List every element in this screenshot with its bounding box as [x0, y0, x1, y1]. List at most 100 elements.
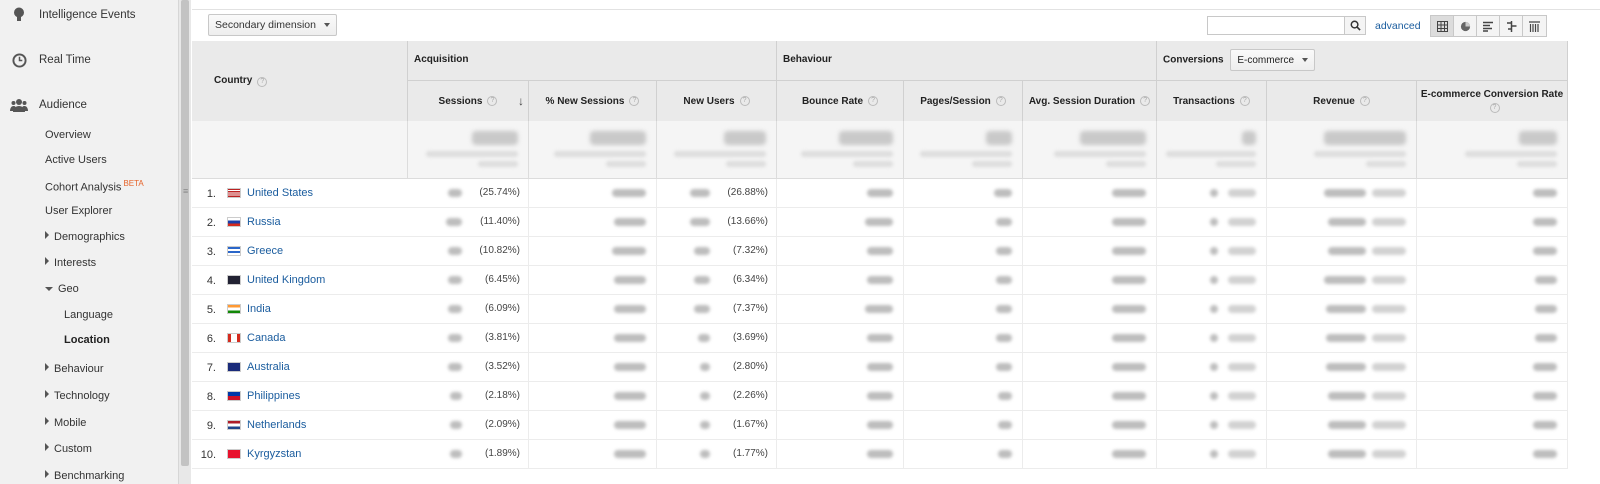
blurred-value [867, 363, 893, 371]
metric-cell [1267, 179, 1417, 208]
secondary-dimension-dropdown[interactable]: Secondary dimension [208, 14, 337, 36]
metric-cell [529, 179, 657, 208]
country-column-header[interactable]: Country? [192, 41, 408, 121]
country-link[interactable]: Greece [247, 245, 284, 257]
collapse-sidebar-handle[interactable]: ≡ [183, 186, 189, 196]
comparison-icon [1506, 20, 1516, 32]
view-pivot-button[interactable] [1523, 16, 1546, 36]
metric-cell [1267, 382, 1417, 411]
nav-real-time-label: Real Time [39, 54, 91, 66]
blurred-total-note [1517, 161, 1557, 167]
blurred-total-value [1242, 131, 1256, 145]
help-icon[interactable]: ? [1239, 96, 1250, 106]
country-link[interactable]: United States [247, 187, 314, 199]
view-comparison-button[interactable] [1500, 16, 1523, 36]
nav-technology[interactable]: Technology [45, 390, 110, 402]
country-link[interactable]: Netherlands [247, 419, 307, 431]
help-icon[interactable]: ? [739, 96, 750, 106]
blurred-value [1535, 334, 1557, 342]
blurred-value [614, 305, 646, 313]
row-rank: 2. [206, 217, 216, 229]
share-percent: (6.45%) [484, 274, 520, 285]
help-icon[interactable]: ? [487, 96, 498, 106]
help-icon[interactable]: ? [868, 96, 879, 106]
metric-cell [1267, 208, 1417, 237]
nav-mobile[interactable]: Mobile [45, 417, 86, 429]
country-link[interactable]: India [247, 303, 271, 315]
view-performance-button[interactable] [1477, 16, 1500, 36]
help-icon[interactable]: ? [1140, 96, 1151, 106]
table-row: 8. Philippines (2.18%) (2.26%) [192, 382, 1568, 411]
country-link[interactable]: Russia [247, 216, 281, 228]
blurred-value [1210, 305, 1218, 313]
transactions-column-header[interactable]: Transactions? [1157, 81, 1267, 121]
nav-location[interactable]: Location [64, 334, 110, 346]
new-sessions-column-header[interactable]: % New Sessions? [529, 81, 657, 121]
bounce-rate-column-header[interactable]: Bounce Rate? [777, 81, 904, 121]
advanced-filter-link[interactable]: advanced [1375, 20, 1421, 32]
metric-cell [1023, 353, 1157, 382]
blurred-share [1228, 305, 1256, 313]
row-rank: 8. [206, 391, 216, 403]
row-rank: 1. [206, 188, 216, 200]
help-icon[interactable]: ? [257, 77, 268, 87]
col-label: New Users [683, 95, 735, 107]
metric-cell: (6.45%) [408, 266, 529, 295]
pages-session-column-header[interactable]: Pages/Session? [904, 81, 1023, 121]
ecommerce-conversion-rate-column-header[interactable]: E-commerce Conversion Rate? [1417, 81, 1568, 121]
nav-active-users[interactable]: Active Users [45, 154, 107, 166]
blurred-value [1210, 363, 1218, 371]
help-icon[interactable]: ? [1489, 103, 1500, 113]
nav-language[interactable]: Language [64, 309, 113, 321]
avg-session-duration-column-header[interactable]: Avg. Session Duration? [1023, 81, 1157, 121]
blurred-total-value [724, 131, 766, 145]
blurred-value [1326, 363, 1366, 371]
nav-intelligence-events[interactable]: Intelligence Events [0, 0, 181, 30]
metric-cell [904, 411, 1023, 440]
blurred-share [1372, 334, 1406, 342]
metric-cell [904, 295, 1023, 324]
nav-overview[interactable]: Overview [45, 129, 91, 141]
view-table-button[interactable] [1431, 16, 1454, 36]
metric-cell [529, 411, 657, 440]
nav-behaviour[interactable]: Behaviour [45, 363, 104, 375]
view-pie-button[interactable] [1454, 16, 1477, 36]
nav-user-explorer[interactable]: User Explorer [45, 205, 113, 217]
share-percent: (3.81%) [484, 332, 520, 343]
help-icon[interactable]: ? [1359, 96, 1370, 106]
nav-geo[interactable]: Geo [45, 283, 79, 295]
sessions-column-header[interactable]: Sessions? ↓ [408, 81, 529, 121]
blurred-value [867, 334, 893, 342]
blurred-value [614, 276, 646, 284]
table-row: 4. United Kingdom (6.45%) (6.34%) [192, 266, 1568, 295]
table-row: 3. Greece (10.82%) (7.32%) [192, 237, 1568, 266]
blurred-total-value [839, 131, 893, 145]
nav-audience[interactable]: Audience [0, 90, 181, 120]
revenue-column-header[interactable]: Revenue? [1267, 81, 1417, 121]
search-button[interactable] [1345, 16, 1366, 35]
blurred-total-note [1366, 161, 1406, 167]
table-row: 2. Russia (11.40%) (13.66%) [192, 208, 1568, 237]
nav-demographics[interactable]: Demographics [45, 231, 125, 243]
blurred-value [450, 450, 462, 458]
country-link[interactable]: United Kingdom [247, 274, 326, 286]
country-link[interactable]: Australia [247, 361, 290, 373]
country-link[interactable]: Canada [247, 332, 286, 344]
country-link[interactable]: Philippines [247, 390, 301, 402]
nav-cohort-analysis[interactable]: Cohort Analysis BETA [45, 179, 144, 194]
nav-custom[interactable]: Custom [45, 443, 92, 455]
conversion-type-dropdown[interactable]: E-commerce [1230, 49, 1316, 71]
nav-interests[interactable]: Interests [45, 257, 96, 269]
help-icon[interactable]: ? [629, 96, 640, 106]
new-users-column-header[interactable]: New Users? [657, 81, 777, 121]
sidebar-scrollbar[interactable] [178, 0, 191, 484]
help-icon[interactable]: ? [995, 96, 1006, 106]
metric-cell [529, 266, 657, 295]
nav-benchmarking[interactable]: Benchmarking [45, 470, 124, 482]
blurred-total-note [920, 151, 1012, 157]
blurred-value [612, 247, 646, 255]
country-link[interactable]: Kyrgyzstan [247, 448, 302, 460]
nav-real-time[interactable]: Real Time [0, 45, 181, 75]
table-search-input[interactable] [1207, 16, 1345, 35]
scrollbar-thumb[interactable] [181, 0, 189, 466]
